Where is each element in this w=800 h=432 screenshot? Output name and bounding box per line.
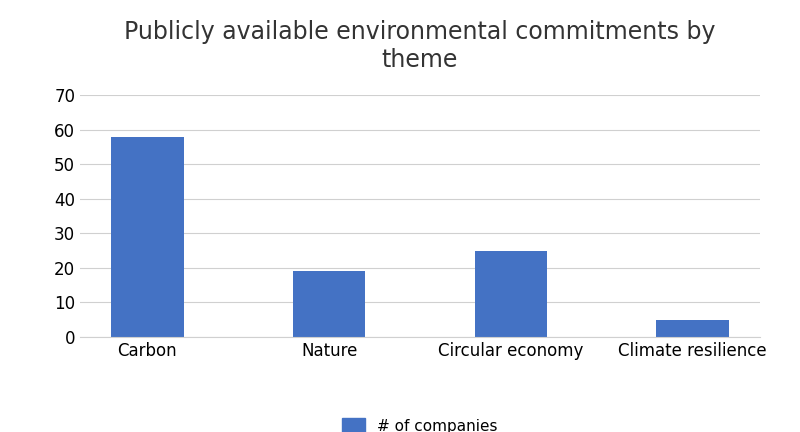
Title: Publicly available environmental commitments by
theme: Publicly available environmental commitm…: [124, 20, 716, 72]
Bar: [293, 271, 366, 337]
Bar: [656, 320, 729, 337]
Bar: [111, 137, 184, 337]
Bar: [474, 251, 547, 337]
Legend: # of companies: # of companies: [336, 412, 504, 432]
